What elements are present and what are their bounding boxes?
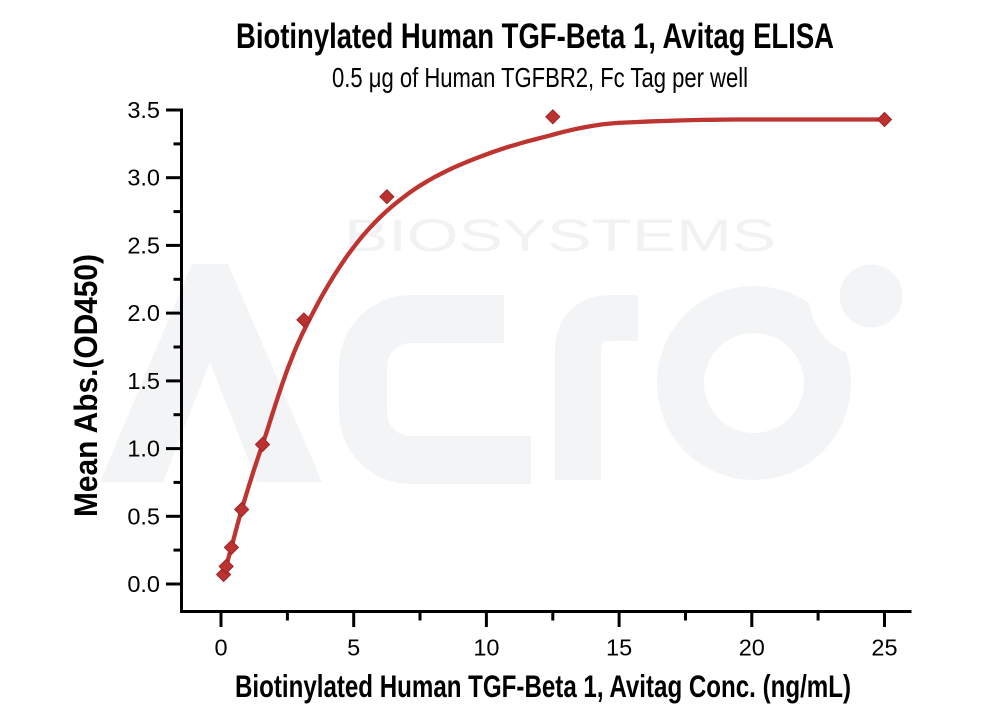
svg-text:0.5 μg of Human TGFBR2, Fc Tag: 0.5 μg of Human TGFBR2, Fc Tag per well [332, 62, 748, 93]
svg-text:3.0: 3.0 [127, 165, 160, 191]
svg-text:1.5: 1.5 [127, 368, 160, 394]
svg-text:3.5: 3.5 [127, 97, 160, 123]
svg-text:Mean Abs.(OD450): Mean Abs.(OD450) [68, 254, 104, 517]
svg-text:5: 5 [347, 635, 360, 661]
svg-text:25: 25 [871, 635, 897, 661]
svg-text:Biotinylated Human TGF-Beta 1,: Biotinylated Human TGF-Beta 1, Avitag EL… [236, 17, 834, 56]
svg-text:0.0: 0.0 [127, 571, 160, 597]
svg-text:20: 20 [739, 635, 765, 661]
svg-text:Biotinylated Human TGF-Beta 1,: Biotinylated Human TGF-Beta 1, Avitag Co… [235, 668, 851, 704]
svg-text:10: 10 [473, 635, 499, 661]
svg-text:1.0: 1.0 [127, 436, 160, 462]
svg-text:0.5: 0.5 [127, 503, 160, 529]
svg-text:BIOSYSTEMS: BIOSYSTEMS [344, 210, 776, 261]
svg-text:2.0: 2.0 [127, 300, 160, 326]
svg-text:2.5: 2.5 [127, 232, 160, 258]
svg-text:0: 0 [214, 635, 227, 661]
svg-text:15: 15 [606, 635, 632, 661]
